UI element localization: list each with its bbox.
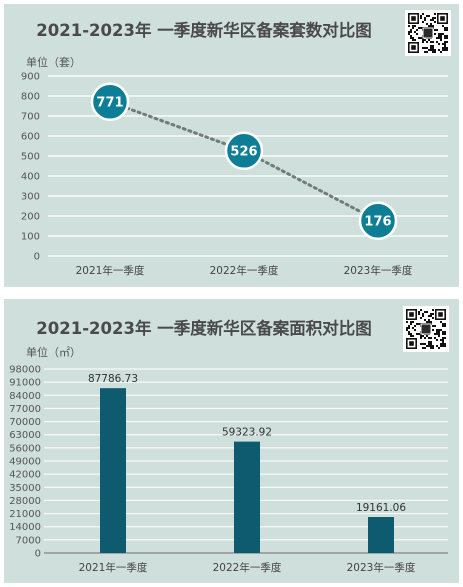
y-tick-label: 900	[21, 72, 40, 83]
x-tick-label: 2021年一季度	[79, 561, 148, 574]
y-tick-label: 63000	[9, 430, 41, 441]
y-tick-label: 98000	[9, 365, 41, 376]
x-tick-label: 2022年一季度	[213, 561, 282, 574]
housing-units-line-chart: 0 100 200 300 400 500 600 700 800 900 771 526 176 202…	[21, 72, 448, 277]
x-tick-label: 2021年一季度	[76, 264, 145, 277]
y-axis-unit-label: 单位（套）	[26, 56, 81, 69]
floor-area-bar-chart: 0 7000 14000 21000 28000 35000 42000 49000 56000…	[9, 365, 448, 574]
y-tick-label: 21000	[9, 509, 41, 520]
data-point	[90, 82, 130, 122]
housing-units-chart-panel: 0 100 200 300 400 500 600 700 800 900 771 526 176 202…	[4, 4, 459, 287]
y-tick-label: 400	[21, 172, 40, 183]
y-tick-label: 600	[21, 132, 40, 143]
qr-code-icon	[405, 10, 451, 56]
data-label: 59323.92	[222, 427, 272, 439]
y-tick-label: 42000	[9, 470, 41, 481]
y-tick-label: 200	[21, 212, 40, 223]
floor-area-chart-panel: 0 7000 14000 21000 28000 35000 42000 49000 56000…	[4, 299, 459, 583]
chart-title: 2021-2023年 一季度新华区备案面积对比图	[36, 319, 372, 338]
bar	[100, 388, 126, 553]
y-tick-label: 84000	[9, 391, 41, 402]
data-point	[358, 201, 398, 241]
y-tick-label: 0	[34, 252, 40, 263]
chart-title: 2021-2023年 一季度新华区备案套数对比图	[36, 21, 372, 40]
y-tick-label: 500	[21, 152, 40, 163]
y-tick-label: 100	[21, 232, 40, 243]
x-tick-label: 2022年一季度	[210, 264, 279, 277]
y-axis-unit-label: 单位（㎡）	[26, 346, 81, 359]
data-label: 771	[96, 95, 123, 110]
y-tick-label: 77000	[9, 404, 41, 415]
y-tick-label: 49000	[9, 457, 41, 468]
bar	[368, 517, 394, 553]
y-tick-label: 35000	[9, 483, 41, 494]
data-label: 526	[230, 144, 257, 159]
y-tick-label: 28000	[9, 496, 41, 507]
data-label: 19161.06	[356, 502, 406, 514]
y-tick-label: 700	[21, 112, 40, 123]
data-label: 87786.73	[88, 373, 138, 385]
y-tick-label: 0	[35, 549, 41, 560]
x-tick-label: 2023年一季度	[347, 561, 416, 574]
y-tick-label: 7000	[16, 535, 41, 546]
y-tick-label: 70000	[9, 417, 41, 428]
y-tick-label: 91000	[9, 378, 41, 389]
y-tick-label: 14000	[9, 522, 41, 533]
y-tick-label: 800	[21, 92, 40, 103]
y-tick-label: 56000	[9, 443, 41, 454]
data-label: 176	[364, 214, 391, 229]
data-point	[224, 131, 264, 171]
bar	[234, 441, 260, 553]
y-tick-label: 300	[21, 192, 40, 203]
qr-code-icon	[403, 306, 449, 352]
x-tick-label: 2023年一季度	[344, 264, 413, 277]
